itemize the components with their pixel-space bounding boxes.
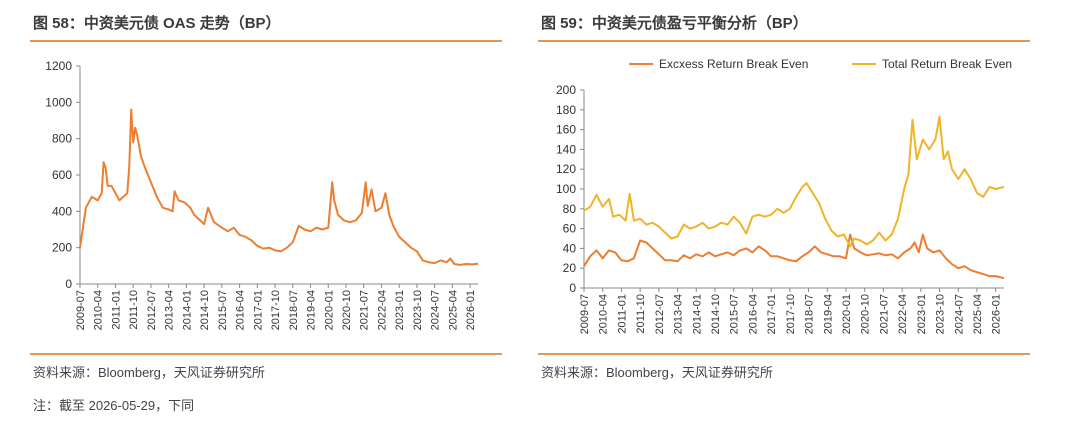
y-tick-label: 160	[556, 123, 576, 137]
breakeven-chart: 0 20 40 60 80 100 120 140 160 180 200 2009-07 2010-0…	[556, 57, 1012, 334]
x-tick-label: 2014-10	[199, 290, 211, 330]
x-tick-label: 2012-07	[654, 294, 666, 334]
y-tick-label: 60	[563, 222, 577, 236]
y-tick-label: 1000	[45, 95, 72, 109]
x-tick-label: 2026-01	[991, 294, 1003, 334]
x-tick-label: 2023-10	[412, 290, 424, 330]
x-tick-label: 2024-07	[430, 290, 442, 330]
series-line	[583, 115, 1005, 248]
x-tick-label: 2011-01	[110, 290, 122, 330]
x-tick-label: 2016-04	[747, 294, 759, 334]
y-tick-label: 140	[556, 142, 576, 156]
x-tick-label: 2009-07	[579, 294, 591, 334]
y-tick-label: 180	[556, 103, 576, 117]
x-tick-label: 2010-04	[598, 294, 610, 334]
x-tick-label: 2015-07	[217, 290, 229, 330]
x-tick-label: 2012-07	[146, 290, 158, 330]
x-tick-label: 2013-04	[164, 290, 176, 330]
x-tick-label: 2020-01	[841, 294, 853, 334]
x-tick-label: 2023-01	[916, 294, 928, 334]
x-tick-label: 2016-04	[235, 290, 247, 330]
y-tick-label: 200	[556, 83, 576, 97]
x-tick-label: 2021-07	[359, 290, 371, 330]
legend-label: Total Return Break Even	[882, 57, 1012, 71]
chart-title: 图 59：中资美元债盈亏平衡分析（BP）	[541, 15, 808, 32]
source-text: 资料来源：Bloomberg，天风证券研究所	[541, 365, 773, 380]
x-tick-label: 2011-10	[128, 290, 140, 330]
x-tick-label: 2017-10	[270, 290, 282, 330]
x-tick-label: 2018-07	[804, 294, 816, 334]
x-tick-label: 2011-01	[616, 294, 628, 334]
title-rule	[538, 40, 1030, 42]
x-tick-label: 2025-04	[447, 290, 459, 330]
legend-label: Excxess Return Break Even	[659, 57, 808, 71]
x-tick-label: 2019-04	[822, 294, 834, 334]
y-tick-label: 0	[65, 277, 72, 291]
x-tick-label: 2013-04	[673, 294, 685, 334]
x-tick-label: 2022-04	[376, 290, 388, 330]
x-tick-label: 2022-04	[897, 294, 909, 334]
x-tick-label: 2025-04	[972, 294, 984, 334]
y-tick-label: 0	[569, 281, 576, 295]
x-tick-label: 2009-07	[75, 290, 87, 330]
oas-chart: 0 200 400 600 800 1000 1200 2009-07 2010-04 2011-…	[45, 59, 479, 330]
y-tick-label: 20	[563, 261, 577, 275]
y-tick-label: 80	[563, 202, 577, 216]
source-rule	[538, 353, 1030, 355]
series-line	[79, 108, 479, 266]
x-tick-label: 2019-04	[306, 290, 318, 330]
y-tick-label: 1200	[45, 59, 72, 73]
y-tick-label: 100	[556, 182, 576, 196]
x-tick-label: 2020-01	[323, 290, 335, 330]
y-tick-label: 600	[52, 168, 72, 182]
x-tick-label: 2017-01	[766, 294, 778, 334]
title-rule	[30, 40, 502, 42]
x-tick-label: 2024-07	[953, 294, 965, 334]
x-tick-label: 2026-01	[465, 290, 477, 330]
x-tick-label: 2011-10	[635, 294, 647, 334]
y-tick-label: 200	[52, 241, 72, 255]
x-tick-label: 2020-10	[860, 294, 872, 334]
footnote: 注：截至 2026-05-29，下同	[33, 398, 195, 413]
x-tick-label: 2021-07	[878, 294, 890, 334]
y-tick-label: 40	[563, 241, 577, 255]
x-tick-label: 2017-10	[785, 294, 797, 334]
x-tick-label: 2017-01	[252, 290, 264, 330]
y-tick-label: 800	[52, 132, 72, 146]
x-tick-label: 2014-01	[181, 290, 193, 330]
x-tick-label: 2020-10	[341, 290, 353, 330]
x-tick-label: 2015-07	[729, 294, 741, 334]
source-text: 资料来源：Bloomberg，天风证券研究所	[33, 365, 265, 380]
x-tick-label: 2023-01	[394, 290, 406, 330]
x-tick-label: 2014-01	[691, 294, 703, 334]
y-tick-label: 400	[52, 204, 72, 218]
chart-title: 图 58：中资美元债 OAS 走势（BP）	[33, 15, 281, 32]
x-tick-label: 2010-04	[93, 290, 105, 330]
y-tick-label: 120	[556, 162, 576, 176]
x-tick-label: 2014-10	[710, 294, 722, 334]
series-line	[583, 233, 1005, 280]
x-tick-label: 2023-10	[935, 294, 947, 334]
x-tick-label: 2018-07	[288, 290, 300, 330]
source-rule	[30, 353, 502, 355]
